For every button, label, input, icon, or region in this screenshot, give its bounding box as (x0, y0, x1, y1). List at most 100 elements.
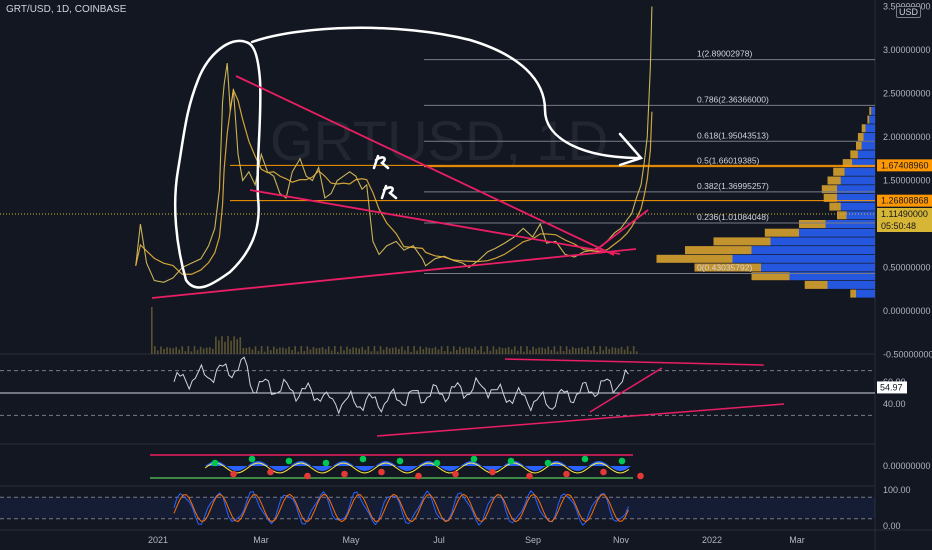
volume-bar (468, 347, 470, 354)
time-axis-tick-label: 2021 (148, 535, 168, 545)
volume-bar (215, 336, 217, 354)
volume-bar (428, 347, 431, 354)
price-pane: 1(2.89002978) 0.786(2.36366000) 0.618(1.95… (0, 6, 875, 354)
volume-profile-down-bar (842, 159, 853, 168)
volume-bar (410, 351, 412, 354)
volume-bar (599, 346, 601, 354)
volume-bar (425, 347, 428, 354)
volume-bar (297, 351, 299, 354)
volume-bar (361, 346, 364, 354)
time-axis-tick-label: Sep (525, 535, 541, 545)
volume-bar (446, 346, 449, 354)
fib-level-label: 0.5(1.66019385) (697, 156, 760, 166)
volume-profile-up-bar (861, 141, 875, 150)
volume-bar (596, 351, 598, 354)
price-axis-tick-label: 0.50000000 (883, 263, 931, 273)
volume-bar (266, 346, 269, 354)
svg-text:GRTUSD, 1D: GRTUSD, 1D (270, 109, 608, 172)
osc-signal-dot (211, 459, 219, 467)
arrow-curve (250, 26, 642, 160)
osc-signal-dot (637, 472, 644, 480)
volume-bar (602, 350, 604, 354)
volume-bar (178, 349, 181, 354)
price-badge-bg (877, 208, 932, 221)
volume-profile-down-bar (804, 280, 828, 289)
rsi-trendline-top (504, 358, 765, 366)
volume-profile-down-bar (857, 133, 864, 141)
volume-profile-up-bar (827, 280, 875, 289)
volume-bar (236, 339, 238, 354)
time-axis-tick-label: May (342, 535, 360, 545)
axes: 3.500000003.000000002.500000002.00000000… (148, 2, 932, 545)
volume-profile-down-bar (799, 220, 826, 228)
volume-bar (401, 346, 403, 354)
volume-profile-up-bar (751, 246, 875, 255)
volume-bar (593, 346, 595, 354)
volume-bar (404, 350, 406, 354)
volume-bar (364, 349, 367, 354)
volume-bar (574, 348, 577, 354)
volume-bar (251, 349, 254, 354)
volume-bar (571, 346, 574, 354)
volume-bar (303, 350, 306, 354)
volume-bar (184, 351, 187, 354)
volume-bar (202, 348, 205, 354)
volume-bar (535, 348, 537, 354)
osc-axis-tick-label: 0.00000000 (883, 461, 931, 471)
volume-profile-down-bar (829, 202, 841, 211)
volume-bar (544, 348, 547, 354)
rsi-line (173, 356, 629, 415)
price-axis-tick-label: 3.00000000 (883, 45, 931, 55)
volume-profile-down-bar (751, 272, 790, 281)
osc-signal-dot (341, 470, 348, 478)
volume-bar (465, 347, 467, 354)
volume-profile-up-bar (869, 115, 875, 124)
volume-bar (617, 348, 620, 354)
osc-signal-dot (600, 468, 607, 476)
volume-bar (327, 346, 330, 354)
rsi-trendline-short (589, 367, 663, 413)
volume-bar (498, 347, 501, 354)
volume-profile-up-bar (865, 124, 875, 133)
osc-signal-dot (230, 470, 237, 478)
volume-bar (507, 347, 510, 354)
volume-bar (279, 347, 281, 354)
osc-signal-dot (563, 470, 570, 478)
volume-profile-up-bar (837, 185, 875, 194)
volume-profile-up-bar (799, 228, 875, 237)
volume-profile (656, 106, 875, 298)
oscillator-pane (150, 454, 644, 480)
osc-signal-dot (470, 455, 478, 463)
volume-profile-down-bar (869, 106, 872, 115)
volume-profile-up-bar (844, 167, 875, 176)
volume-bar (358, 348, 360, 354)
volume-bar (221, 336, 223, 354)
volume-profile-up-bar (825, 220, 875, 228)
arrow-head (618, 132, 644, 167)
volume-bar (629, 351, 632, 354)
volume-profile-up-bar (837, 193, 875, 202)
volume-bar (538, 347, 540, 354)
volume-bar (157, 350, 159, 354)
osc-signal-dot (267, 468, 274, 476)
volume-bar (254, 346, 257, 354)
volume-profile-up-bar (852, 159, 875, 168)
osc-signal-dot (378, 468, 385, 476)
volume-bar (556, 351, 559, 354)
stoch-axis-tick-label: 100.00 (883, 485, 911, 495)
volume-bar (227, 336, 229, 354)
volume-bar (334, 346, 336, 354)
volume-bar (590, 350, 592, 354)
volume-bar (489, 350, 492, 354)
volume-bar (346, 346, 348, 354)
volume-bar (242, 347, 245, 354)
rsi-value-badge-bg (877, 381, 907, 394)
currency-badge[interactable]: USD (896, 6, 922, 18)
fib-retracement: 1(2.89002978) 0.786(2.36366000) 0.618(1.95… (0, 49, 875, 275)
volume-bar (337, 351, 339, 354)
volume-profile-down-bar (713, 237, 771, 246)
volume-bar (419, 346, 421, 354)
price-badge-bg (877, 159, 932, 172)
volume-bar (154, 346, 156, 354)
